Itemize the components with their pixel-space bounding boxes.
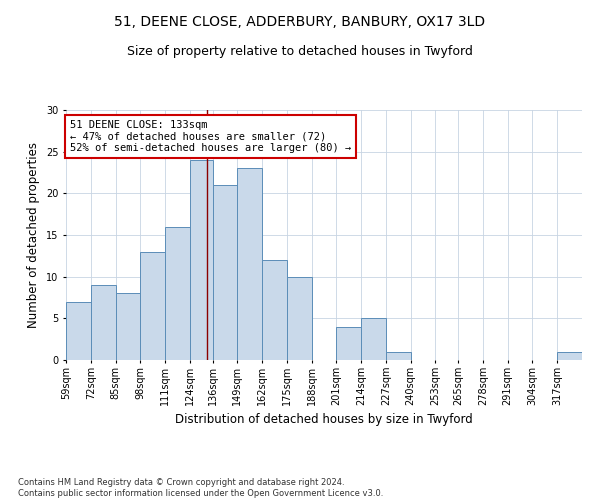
Bar — [140, 252, 165, 360]
Y-axis label: Number of detached properties: Number of detached properties — [28, 142, 40, 328]
Bar — [190, 160, 212, 360]
Text: Contains HM Land Registry data © Crown copyright and database right 2024.
Contai: Contains HM Land Registry data © Crown c… — [18, 478, 383, 498]
Text: 51, DEENE CLOSE, ADDERBURY, BANBURY, OX17 3LD: 51, DEENE CLOSE, ADDERBURY, BANBURY, OX1… — [115, 15, 485, 29]
Bar — [165, 226, 190, 360]
Bar — [361, 318, 386, 360]
Bar — [262, 260, 287, 360]
X-axis label: Distribution of detached houses by size in Twyford: Distribution of detached houses by size … — [175, 414, 473, 426]
Bar — [287, 276, 311, 360]
Bar — [116, 294, 140, 360]
Text: Size of property relative to detached houses in Twyford: Size of property relative to detached ho… — [127, 45, 473, 58]
Bar — [337, 326, 361, 360]
Bar — [557, 352, 582, 360]
Bar — [212, 185, 238, 360]
Bar — [66, 302, 91, 360]
Text: 51 DEENE CLOSE: 133sqm
← 47% of detached houses are smaller (72)
52% of semi-det: 51 DEENE CLOSE: 133sqm ← 47% of detached… — [70, 120, 351, 153]
Bar — [386, 352, 410, 360]
Bar — [91, 285, 116, 360]
Bar — [238, 168, 262, 360]
